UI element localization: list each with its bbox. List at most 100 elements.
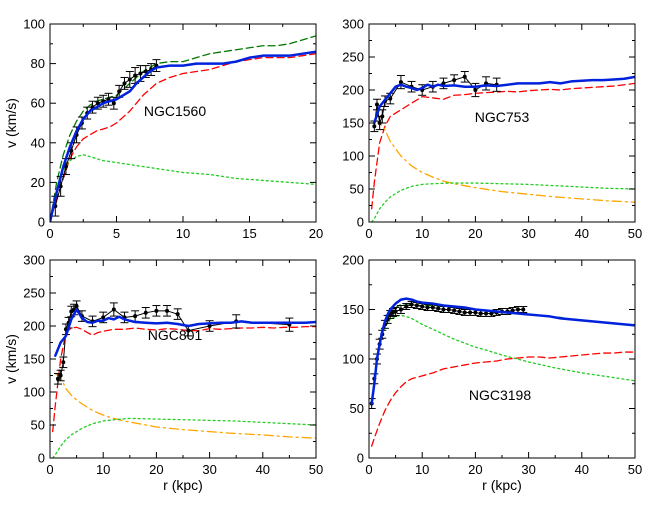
data-point — [117, 89, 122, 94]
data-point — [63, 164, 68, 169]
y-tick-label: 60 — [31, 96, 45, 111]
data-point — [74, 304, 79, 309]
data-point — [55, 376, 60, 381]
y-tick-label: 100 — [23, 17, 45, 32]
data-point — [425, 305, 430, 310]
data-point — [58, 373, 63, 378]
y-tick-label: 300 — [23, 253, 45, 268]
data-point — [420, 304, 425, 309]
data-point — [468, 310, 473, 315]
data-point — [61, 360, 66, 365]
data-point — [521, 307, 526, 312]
data-point — [441, 307, 446, 312]
y-tick-label: 0 — [38, 215, 45, 230]
data-point — [154, 308, 159, 313]
panel-title: NGC1560 — [144, 103, 206, 119]
x-tick-label: 30 — [521, 226, 535, 241]
panel-ngc1560: 0 5 10 15 20 0 20 40 60 80 100 NGC1560 v (km/s) — [3, 17, 323, 242]
x-tick-label: 10 — [415, 226, 429, 241]
data-point — [452, 78, 457, 83]
series-halo — [50, 154, 316, 222]
y-tick-label: 0 — [38, 451, 45, 466]
panel-title: NGC753 — [475, 109, 530, 125]
data-point — [515, 307, 520, 312]
data-point — [473, 88, 478, 92]
data-point — [510, 308, 515, 313]
series-group — [50, 35, 316, 222]
x-tick-label: 30 — [521, 462, 535, 477]
y-tick-label: 200 — [342, 83, 364, 98]
plot-frame — [49, 23, 317, 223]
x-tick-label: 40 — [256, 462, 270, 477]
y-tick-label: 50 — [31, 418, 45, 433]
y-tick-label: 80 — [31, 56, 45, 71]
y-tick-label: 50 — [350, 182, 364, 197]
x-axis-title: r (kpc) — [482, 477, 522, 493]
x-tick-label: 30 — [202, 462, 216, 477]
x-axis-title: r (kpc) — [163, 477, 203, 493]
data-point — [388, 96, 393, 101]
data-point — [133, 314, 138, 319]
x-tick-label: 0 — [365, 462, 372, 477]
series-halo — [52, 417, 316, 458]
y-tick-label: 100 — [342, 352, 364, 367]
series-total — [373, 75, 635, 125]
data-point — [127, 77, 132, 82]
data-point — [165, 308, 170, 313]
y-axis-title: v (km/s) — [3, 334, 19, 384]
data-point — [446, 307, 451, 312]
y-tick-label: 100 — [342, 149, 364, 164]
data-point — [69, 148, 74, 153]
data-point — [398, 307, 403, 312]
x-tick-label: 40 — [575, 226, 589, 241]
data-point — [122, 81, 127, 86]
y-axis-title: v (km/s) — [3, 98, 19, 148]
series-model-red — [371, 82, 635, 210]
data-line — [371, 304, 524, 404]
y-tick-label: 250 — [342, 50, 364, 65]
y-tick-label: 40 — [31, 135, 45, 150]
series-group — [370, 71, 635, 222]
data-point — [398, 80, 403, 85]
data-point — [414, 303, 419, 308]
y-tick-label: 200 — [23, 319, 45, 334]
series-model-green — [50, 35, 316, 222]
series-group — [52, 300, 316, 458]
series-halo — [371, 182, 635, 222]
data-point — [452, 308, 457, 313]
data-point — [462, 74, 467, 79]
series-model-red — [52, 326, 316, 433]
data-point — [374, 102, 379, 107]
plot-frame — [49, 259, 317, 459]
y-tick-label: 250 — [23, 286, 45, 301]
data-point — [133, 73, 138, 78]
y-tick-label: 100 — [23, 385, 45, 400]
data-point — [380, 114, 385, 119]
x-tick-label: 50 — [309, 462, 323, 477]
data-point — [138, 71, 143, 76]
x-tick-label: 50 — [628, 226, 642, 241]
y-tick-label: 20 — [31, 175, 45, 190]
data-point — [478, 311, 483, 316]
data-point — [372, 124, 377, 129]
y-tick-label: 150 — [23, 352, 45, 367]
series-total — [54, 308, 316, 357]
panel-ngc753: 0 10 20 30 40 50 0 50 100 150 200 250 300 NGC753 — [342, 17, 642, 242]
data-point — [489, 311, 494, 316]
series-group — [369, 297, 635, 447]
data-point — [409, 302, 414, 307]
y-tick-label: 300 — [342, 17, 364, 32]
panel-ngc3198: 0 10 20 30 40 50 0 50 100 150 200 NGC3198 r (kpc) — [342, 253, 642, 494]
data-point — [473, 310, 478, 315]
panel-ngc801: 0 10 20 30 40 50 0 50 100 150 200 250 300 NGC801 v (km… — [3, 253, 323, 494]
plot-frame — [368, 259, 636, 459]
x-tick-label: 20 — [468, 226, 482, 241]
x-tick-label: 20 — [309, 226, 323, 241]
series-total — [50, 50, 316, 222]
x-tick-label: 20 — [468, 462, 482, 477]
data-point — [95, 101, 100, 106]
x-tick-label: 50 — [628, 462, 642, 477]
data-line — [57, 305, 290, 380]
data-point — [207, 324, 212, 328]
